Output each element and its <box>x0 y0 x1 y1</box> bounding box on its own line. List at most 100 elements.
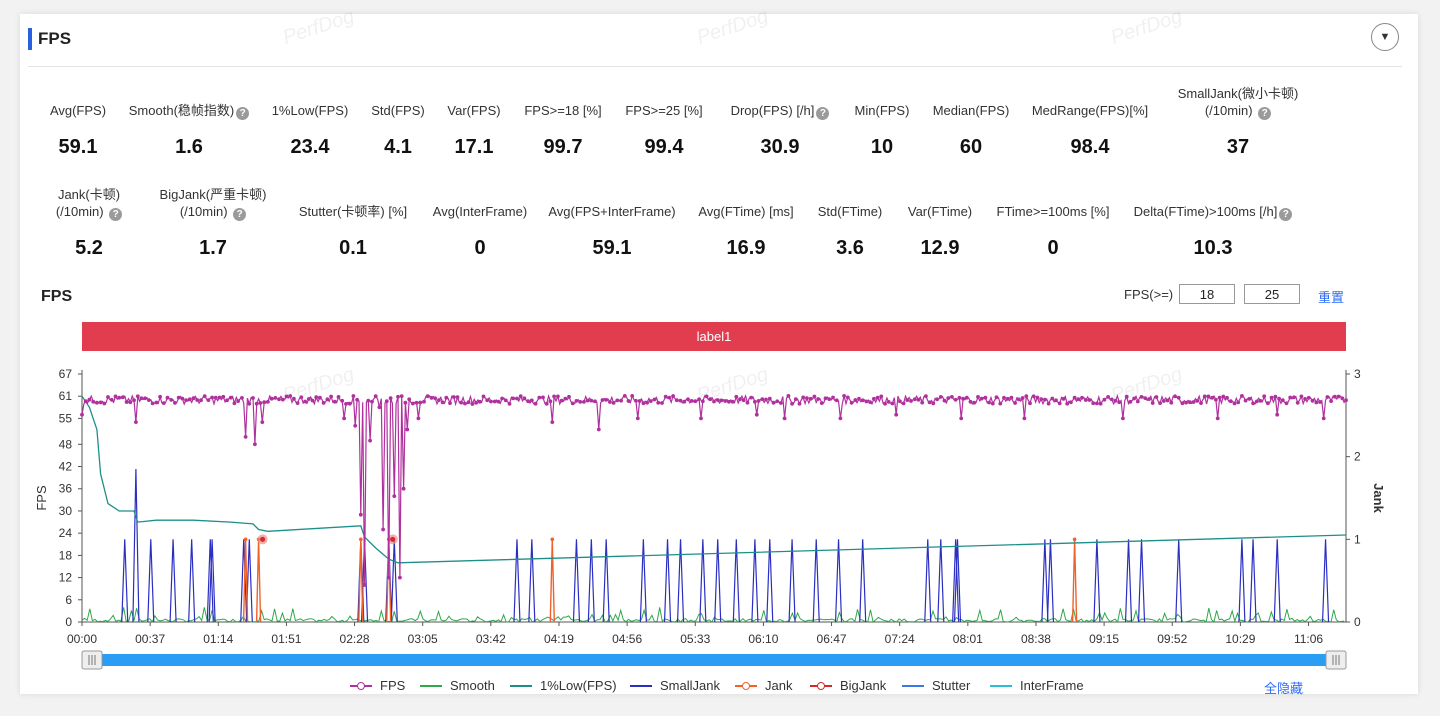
y-tick-label: 12 <box>59 571 73 585</box>
fps-point <box>1121 416 1125 421</box>
fps-point <box>741 398 746 403</box>
fps-point <box>1106 395 1110 399</box>
help-icon[interactable]: ? <box>1258 107 1272 120</box>
fps-point <box>121 395 125 400</box>
fps-point <box>559 398 564 403</box>
fps-point <box>191 396 196 401</box>
legend-label: Jank <box>765 678 793 693</box>
legend-item-stutter[interactable]: Stutter <box>902 678 970 693</box>
fps-point <box>556 394 560 399</box>
y-tick-label: 36 <box>59 482 73 496</box>
y-axis-title: FPS <box>34 485 49 511</box>
fps-point <box>1292 395 1296 400</box>
reset-link[interactable]: 重置 <box>1318 290 1345 305</box>
legend-item-small-jank[interactable]: SmallJank <box>630 678 720 693</box>
small-jank-spike <box>572 539 581 623</box>
label-band[interactable]: label1 <box>82 322 1346 351</box>
metric-label: Delta(FTime)>100ms [/h] <box>1133 204 1278 219</box>
fps-point <box>909 399 913 403</box>
metric-label: Avg(FPS) <box>49 103 107 118</box>
metric-label: FTime>=100ms [%] <box>996 204 1110 219</box>
fps-point <box>169 398 174 402</box>
small-jank-spike <box>587 539 595 623</box>
legend-item-big-jank[interactable]: BigJank <box>810 678 886 693</box>
metric-label: 1%Low(FPS) <box>271 103 349 118</box>
fps-point <box>314 395 319 400</box>
fps-point <box>318 395 322 400</box>
fps-point <box>983 395 988 400</box>
fps-point <box>812 394 817 399</box>
fps-point <box>1269 395 1274 400</box>
fps-point <box>570 401 575 406</box>
small-jank-spike <box>714 539 722 623</box>
y-tick-label: 6 <box>65 593 72 607</box>
help-icon[interactable]: ? <box>109 208 123 221</box>
fps-point <box>834 398 839 403</box>
small-jank-spike <box>663 539 672 623</box>
small-jank-spike <box>953 539 962 623</box>
fps-point <box>347 401 352 406</box>
small-jank-spike <box>1124 539 1133 623</box>
metric-big-jank: BigJank(严重卡顿) (/10min) ? 1.7 <box>144 186 282 259</box>
small-jank-legend-icon <box>630 681 652 691</box>
fps-point <box>500 396 504 401</box>
fps-point <box>1013 401 1017 405</box>
fps-point <box>957 395 962 400</box>
fps-point <box>386 575 391 580</box>
fps-point <box>481 394 486 399</box>
fps-point <box>1002 395 1006 400</box>
fps-point <box>1206 394 1211 399</box>
fps-point <box>403 400 408 405</box>
fps-point <box>1143 396 1148 400</box>
fps-point <box>477 399 482 404</box>
fps-point <box>704 394 709 399</box>
fps-point <box>663 394 668 399</box>
fps-point <box>916 397 921 402</box>
metric-value: 1.6 <box>175 136 203 158</box>
fps-point <box>1102 397 1107 402</box>
y-tick-label: 55 <box>59 411 73 425</box>
fps-point <box>529 398 534 403</box>
help-icon[interactable]: ? <box>233 208 247 221</box>
hide-all-link[interactable]: 全隐藏 <box>1264 681 1304 696</box>
fps-point <box>831 395 835 400</box>
fps-point <box>1061 397 1066 401</box>
fps-point <box>920 400 925 405</box>
fps-point <box>195 398 200 402</box>
help-icon[interactable]: ? <box>236 107 250 120</box>
fps-point <box>161 401 166 405</box>
legend-item-interframe[interactable]: InterFrame <box>990 678 1084 693</box>
fps-point <box>1098 401 1103 406</box>
fps-point <box>1275 412 1280 417</box>
threshold-low-input[interactable] <box>1179 284 1235 304</box>
legend-item-fps[interactable]: FPS <box>350 678 405 693</box>
help-icon[interactable]: ? <box>1279 208 1293 221</box>
jank-point <box>1072 537 1077 542</box>
legend-item-1pct-low[interactable]: 1%Low(FPS) <box>510 678 617 693</box>
legend-item-jank[interactable]: Jank <box>735 678 792 693</box>
small-jank-spike <box>147 539 155 623</box>
threshold-high-input[interactable] <box>1244 284 1300 304</box>
fps-point <box>1306 395 1311 400</box>
collapse-button[interactable]: ▼ <box>1371 23 1399 51</box>
low1-series-line <box>81 395 1347 564</box>
fps-point <box>782 416 787 421</box>
fps-point <box>1303 397 1307 401</box>
fps-point <box>622 394 627 398</box>
fps-point <box>254 401 259 406</box>
metric-value: 59.1 <box>592 237 632 259</box>
fps-point <box>801 395 806 400</box>
fps-point <box>336 395 341 399</box>
legend-item-smooth[interactable]: Smooth <box>420 678 495 693</box>
metric-value: 37 <box>1226 136 1250 158</box>
help-icon[interactable]: ? <box>816 107 830 120</box>
x-tick-label: 00:37 <box>135 632 165 646</box>
fps-point <box>1329 399 1333 403</box>
fps-point <box>1273 394 1278 399</box>
fps-point <box>544 401 549 406</box>
fps-point <box>451 395 456 399</box>
fps-point <box>1277 396 1281 401</box>
fps-point <box>1318 400 1322 404</box>
metric-avg-fps-interframe: Avg(FPS+InterFrame) 59.1 <box>542 203 682 259</box>
